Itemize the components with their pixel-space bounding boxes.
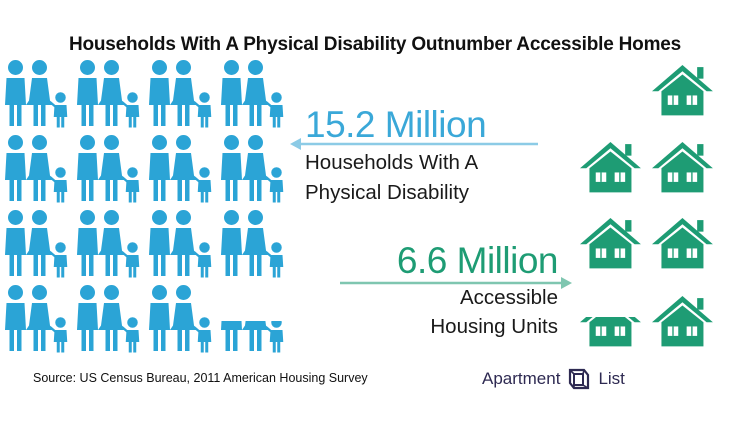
house-pictogram (580, 65, 713, 347)
chart-title: Households With A Physical Disability Ou… (68, 34, 682, 55)
logo-mark-icon (569, 368, 590, 390)
house-icon (652, 142, 713, 193)
family-icon (5, 210, 68, 278)
family-icon (221, 210, 284, 278)
family-icon (149, 210, 212, 278)
households-arrow (290, 138, 538, 150)
accessible-stat: 6.6 Million Accessible Housing Units (340, 240, 559, 340)
family-icon (77, 60, 140, 128)
family-icon (77, 285, 140, 353)
accessible-description-line2: Housing Units (430, 315, 558, 338)
house-icon (652, 65, 713, 116)
family-icon (5, 285, 68, 353)
house-icon (652, 296, 713, 347)
family-icon (221, 321, 284, 353)
family-icon (5, 60, 68, 128)
households-description-line2: Physical Disability (305, 181, 470, 204)
family-icon (221, 60, 284, 128)
households-description-line1: Households With A (305, 151, 479, 174)
households-stat: 15.2 Million Households With A Physical … (305, 104, 487, 206)
logo-left-text: Apartment (482, 369, 561, 388)
accessible-arrow (340, 277, 572, 289)
house-icon (580, 142, 641, 193)
family-icon (149, 135, 212, 203)
source-note: Source: US Census Bureau, 2011 American … (33, 371, 368, 385)
accessible-description-line1: Accessible (460, 286, 558, 309)
family-icon (77, 210, 140, 278)
family-icon (149, 285, 212, 353)
house-icon (652, 218, 713, 269)
logo-right-text: List (598, 369, 625, 388)
house-icon (580, 316, 641, 347)
family-icon (149, 60, 212, 128)
family-icon (5, 135, 68, 203)
apartment-list-logo: Apartment List (482, 366, 625, 392)
accessible-value: 6.6 Million (396, 240, 559, 281)
households-value: 15.2 Million (305, 104, 487, 145)
house-icon (580, 218, 641, 269)
family-icon (77, 135, 140, 203)
family-icon (221, 135, 284, 203)
family-pictogram (5, 60, 284, 353)
